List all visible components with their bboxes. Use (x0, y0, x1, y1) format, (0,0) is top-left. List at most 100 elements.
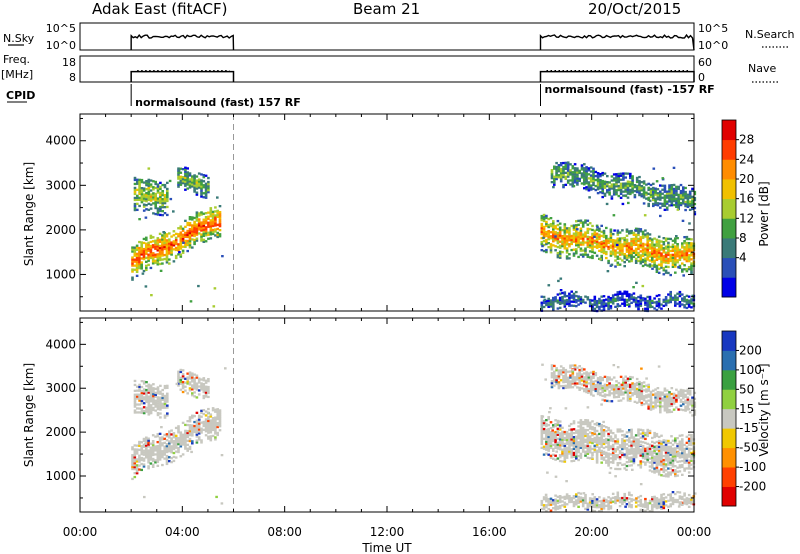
echo-cell (193, 373, 196, 376)
echo-cell (622, 385, 625, 388)
echo-cell (188, 246, 192, 249)
echo-cell (652, 401, 655, 404)
echo-cell (193, 234, 196, 238)
echo-cell (664, 475, 668, 478)
echo-cell (638, 398, 641, 401)
echo-cell (591, 505, 594, 508)
echo-cell (191, 232, 194, 235)
echo-cell (216, 425, 219, 429)
echo-cell (191, 226, 194, 229)
echo-cell (214, 228, 217, 231)
echo-cell (554, 235, 557, 238)
echo-cell (188, 174, 192, 177)
echo-cell (184, 233, 187, 237)
echo-cell (133, 248, 137, 251)
echo-cell (660, 260, 663, 263)
echo-cell (558, 500, 562, 504)
echo-cell (655, 254, 659, 258)
echo-cell (670, 387, 674, 390)
echo-cell (591, 305, 594, 308)
echo-cell (147, 385, 151, 388)
echo-cell (584, 221, 587, 224)
echo-cell (621, 251, 624, 254)
echo-cell (628, 460, 631, 463)
echo-cell (588, 242, 592, 245)
echo-cell (641, 451, 645, 454)
echo-cell (624, 186, 627, 189)
echo-cell (684, 194, 687, 198)
echo-cell (188, 216, 192, 219)
echo-cell (588, 250, 592, 253)
echo-cell (163, 200, 167, 203)
echo-cell (634, 452, 638, 455)
echo-cell (195, 193, 199, 196)
echo-cell (571, 386, 575, 389)
echo-cell (545, 442, 548, 445)
echo-cell (676, 237, 679, 240)
echo-cell (584, 430, 587, 434)
echo-cell (209, 413, 213, 416)
echo-cell (593, 428, 597, 432)
echo-cell (591, 256, 594, 260)
echo-cell (628, 493, 631, 496)
echo-cell (579, 500, 583, 503)
echo-cell (583, 183, 586, 186)
echo-cell (145, 198, 148, 201)
echo-cell (621, 500, 624, 504)
echo-cell (540, 429, 544, 432)
echo-cell (628, 430, 631, 434)
echo-cell (181, 381, 185, 384)
echo-cell (598, 450, 601, 453)
echo-cell (158, 238, 162, 242)
echo-cell (681, 438, 684, 441)
echo-cell (558, 495, 562, 498)
echo-cell (142, 406, 146, 409)
echo-cell (675, 205, 678, 209)
echo-cell (593, 509, 597, 513)
echo-cell (683, 264, 686, 267)
echo-cell (553, 370, 556, 373)
echo-cell (653, 471, 656, 474)
echo-cell (188, 426, 192, 429)
echo-cell (190, 450, 193, 454)
echo-cell (593, 235, 596, 239)
echo-cell (195, 419, 199, 422)
echo-cell (214, 230, 217, 233)
echo-cell (557, 373, 561, 376)
echo-cell (662, 267, 666, 270)
echo-cell (177, 439, 180, 442)
echo-cell (147, 459, 150, 462)
echo-cell (606, 185, 609, 188)
echo-cell (158, 446, 162, 449)
echo-cell (163, 400, 167, 403)
echo-cell (159, 195, 162, 199)
echo-cell (637, 251, 640, 255)
echo-cell (641, 456, 645, 460)
echo-cell (629, 174, 632, 178)
echo-cell (545, 444, 548, 447)
echo-cell (588, 246, 592, 249)
echo-cell (661, 393, 664, 396)
echo-cell (572, 441, 576, 445)
echo-cell (147, 247, 150, 250)
echo-cell (204, 393, 208, 396)
echo-cell (147, 409, 151, 412)
echo-cell (682, 192, 685, 195)
echo-cell (655, 256, 659, 260)
echo-cell (563, 295, 567, 298)
echo-cell (630, 444, 633, 447)
echo-cell (184, 235, 187, 239)
echo-cell (193, 190, 196, 193)
echo-cell (644, 263, 647, 266)
echo-cell (570, 430, 573, 433)
y-tick-label: 1000 (45, 267, 76, 281)
echo-cell (687, 465, 691, 468)
echo-cell (595, 498, 599, 501)
echo-cell (679, 201, 683, 205)
echo-cell (623, 500, 626, 504)
echo-cell (572, 443, 576, 447)
echo-cell (161, 442, 164, 445)
echo-cell (652, 196, 655, 200)
echo-cell (591, 441, 594, 445)
echo-cell (572, 500, 576, 504)
